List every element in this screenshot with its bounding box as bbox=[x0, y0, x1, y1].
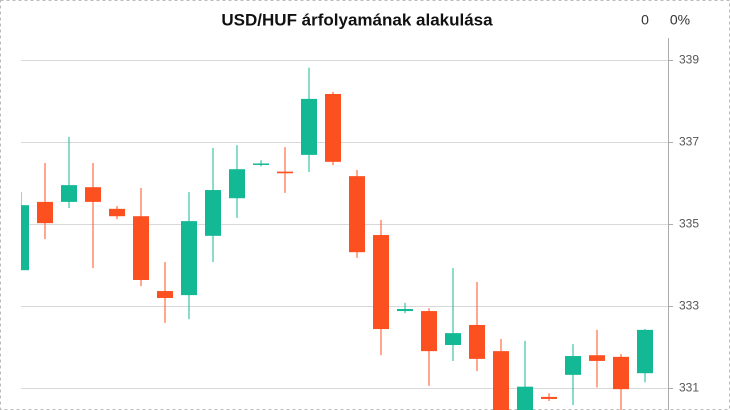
candle-body bbox=[517, 386, 533, 410]
y-tick-label: 339 bbox=[679, 53, 699, 67]
plot-area bbox=[21, 67, 653, 410]
candle-body bbox=[205, 190, 221, 236]
price-change: 0 bbox=[641, 12, 649, 28]
candle-body bbox=[61, 185, 77, 202]
candle-body bbox=[37, 201, 53, 224]
candle-body bbox=[85, 187, 101, 202]
candle-body bbox=[277, 171, 293, 174]
y-tick-label: 331 bbox=[679, 381, 699, 395]
y-tick-label: 337 bbox=[679, 135, 699, 149]
candle-body bbox=[373, 235, 389, 330]
candle-body bbox=[21, 205, 29, 271]
candle-body bbox=[397, 309, 413, 312]
candle-body bbox=[109, 208, 125, 217]
candle-body bbox=[637, 329, 653, 374]
candle-body bbox=[181, 221, 197, 296]
candle-body bbox=[133, 216, 149, 280]
candle-body bbox=[157, 291, 173, 298]
y-tick-label: 335 bbox=[679, 217, 699, 231]
candle-body bbox=[565, 356, 581, 375]
candle-body bbox=[445, 333, 461, 345]
candle-body bbox=[325, 93, 341, 162]
candle-body bbox=[349, 176, 365, 253]
percent-change: 0% bbox=[670, 12, 690, 28]
candle-body bbox=[493, 351, 509, 410]
candle-body bbox=[469, 324, 485, 359]
candle-body bbox=[253, 163, 269, 165]
candle-body bbox=[613, 356, 629, 390]
candle-body bbox=[541, 396, 557, 399]
chart-title: USD/HUF árfolyamának alakulása bbox=[221, 10, 493, 29]
candle-body bbox=[589, 355, 605, 361]
y-tick-label: 333 bbox=[679, 299, 699, 313]
candle-body bbox=[421, 311, 437, 352]
grid: 331 333 335 337 339 bbox=[21, 53, 699, 395]
candle-body bbox=[229, 169, 245, 199]
candle-body bbox=[301, 98, 317, 155]
